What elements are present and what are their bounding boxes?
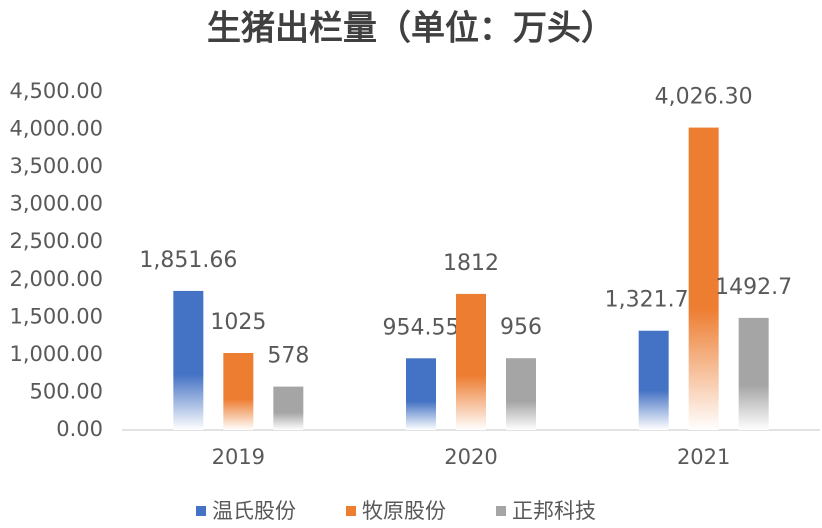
- y-tick-label: 3,000.00: [9, 192, 103, 216]
- bar: [406, 358, 436, 430]
- bar: [738, 317, 769, 430]
- x-tick-label: 2021: [677, 445, 730, 469]
- data-label: 1,321.74: [605, 288, 703, 313]
- bar: [456, 293, 486, 430]
- legend-label: 温氏股份: [212, 499, 296, 523]
- bar: [273, 386, 304, 430]
- chart-title: 生猪出栏量（单位：万头）: [207, 9, 615, 49]
- x-tick-label: 2019: [212, 445, 265, 469]
- data-label: 954.55: [383, 315, 460, 340]
- data-label: 1,851.66: [139, 248, 237, 273]
- bar: [506, 358, 536, 430]
- data-label: 956: [500, 315, 542, 340]
- y-tick-label: 0.00: [56, 417, 103, 441]
- legend-swatch: [346, 506, 356, 516]
- bar: [223, 353, 254, 430]
- y-tick-label: 1,500.00: [9, 304, 103, 328]
- y-tick-label: 4,000.00: [9, 117, 103, 141]
- bar: [688, 127, 719, 430]
- bar: [638, 330, 669, 430]
- x-tick-label: 2020: [444, 445, 497, 469]
- y-tick-label: 500.00: [30, 379, 103, 403]
- y-tick-label: 4,500.00: [9, 79, 103, 103]
- y-tick-label: 2,000.00: [9, 267, 103, 291]
- data-label: 4,026.30: [655, 85, 753, 110]
- y-tick-label: 2,500.00: [9, 229, 103, 253]
- data-label: 1492.7: [715, 275, 792, 300]
- y-tick-label: 1,000.00: [9, 342, 103, 366]
- y-tick-label: 3,500.00: [9, 154, 103, 178]
- data-label: 1812: [443, 251, 499, 276]
- legend-label: 牧原股份: [362, 499, 446, 523]
- legend-swatch: [196, 506, 206, 516]
- legend-swatch: [496, 506, 506, 516]
- data-label: 578: [267, 344, 309, 369]
- data-label: 1025: [210, 310, 266, 335]
- bar: [173, 290, 204, 430]
- legend-label: 正邦科技: [512, 499, 596, 523]
